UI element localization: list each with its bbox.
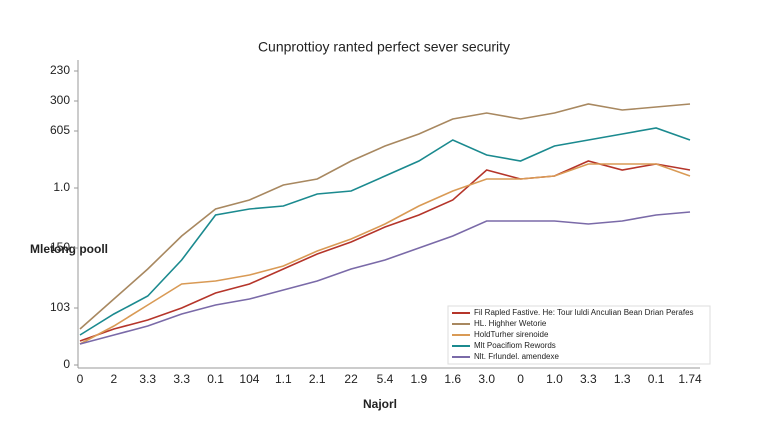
legend-label: HL. Highher Wetorie [474, 319, 547, 328]
x-tick-label: 0.1 [648, 372, 665, 386]
x-tick-label: 0 [517, 372, 524, 386]
x-tick-label: 5.4 [377, 372, 394, 386]
x-tick-label: 3.3 [580, 372, 597, 386]
y-axis-label: Mletong pooll [30, 242, 108, 256]
y-tick-label: 103 [50, 300, 70, 314]
y-tick-label: 1.0 [53, 180, 70, 194]
x-tick-label: 0.1 [207, 372, 224, 386]
x-tick-label: 1.74 [678, 372, 702, 386]
legend-label: Nlt. Frlundel. amendexe [474, 352, 559, 361]
y-tick-label: 0 [63, 357, 70, 371]
series-line [79, 103, 691, 330]
x-tick-label: 22 [344, 372, 358, 386]
x-tick-label: 2.1 [309, 372, 326, 386]
x-tick-label: 104 [239, 372, 259, 386]
x-tick-label: 3.0 [478, 372, 495, 386]
y-tick-label: 300 [50, 93, 70, 107]
y-tick-label: 230 [50, 63, 70, 77]
x-tick-label: 1.1 [275, 372, 292, 386]
legend-label: Fil Rapled Fastive. He: Tour luldi Ancul… [474, 308, 694, 317]
x-tick-label: 1.0 [546, 372, 563, 386]
y-tick-label: 150 [50, 240, 70, 254]
legend-label: Mlt Poacifiom Rewords [474, 341, 556, 350]
x-tick-label: 1.9 [411, 372, 428, 386]
series-line [79, 211, 691, 345]
x-axis-label: Najorl [363, 397, 397, 411]
chart-title: Cunprottioy ranted perfect sever securit… [258, 39, 510, 55]
x-tick-label: 3.3 [139, 372, 156, 386]
x-tick-label: 2 [111, 372, 118, 386]
y-tick-label: 605 [50, 123, 70, 137]
legend-label: HoldTurher sirenoide [474, 330, 549, 339]
x-tick-label: 3.3 [173, 372, 190, 386]
series-line [79, 127, 691, 336]
x-tick-label: 0 [77, 372, 84, 386]
legend-box [447, 305, 711, 365]
x-tick-label: 1.3 [614, 372, 631, 386]
x-tick-label: 1.6 [444, 372, 461, 386]
series-line [79, 160, 691, 342]
series-line [79, 163, 691, 345]
